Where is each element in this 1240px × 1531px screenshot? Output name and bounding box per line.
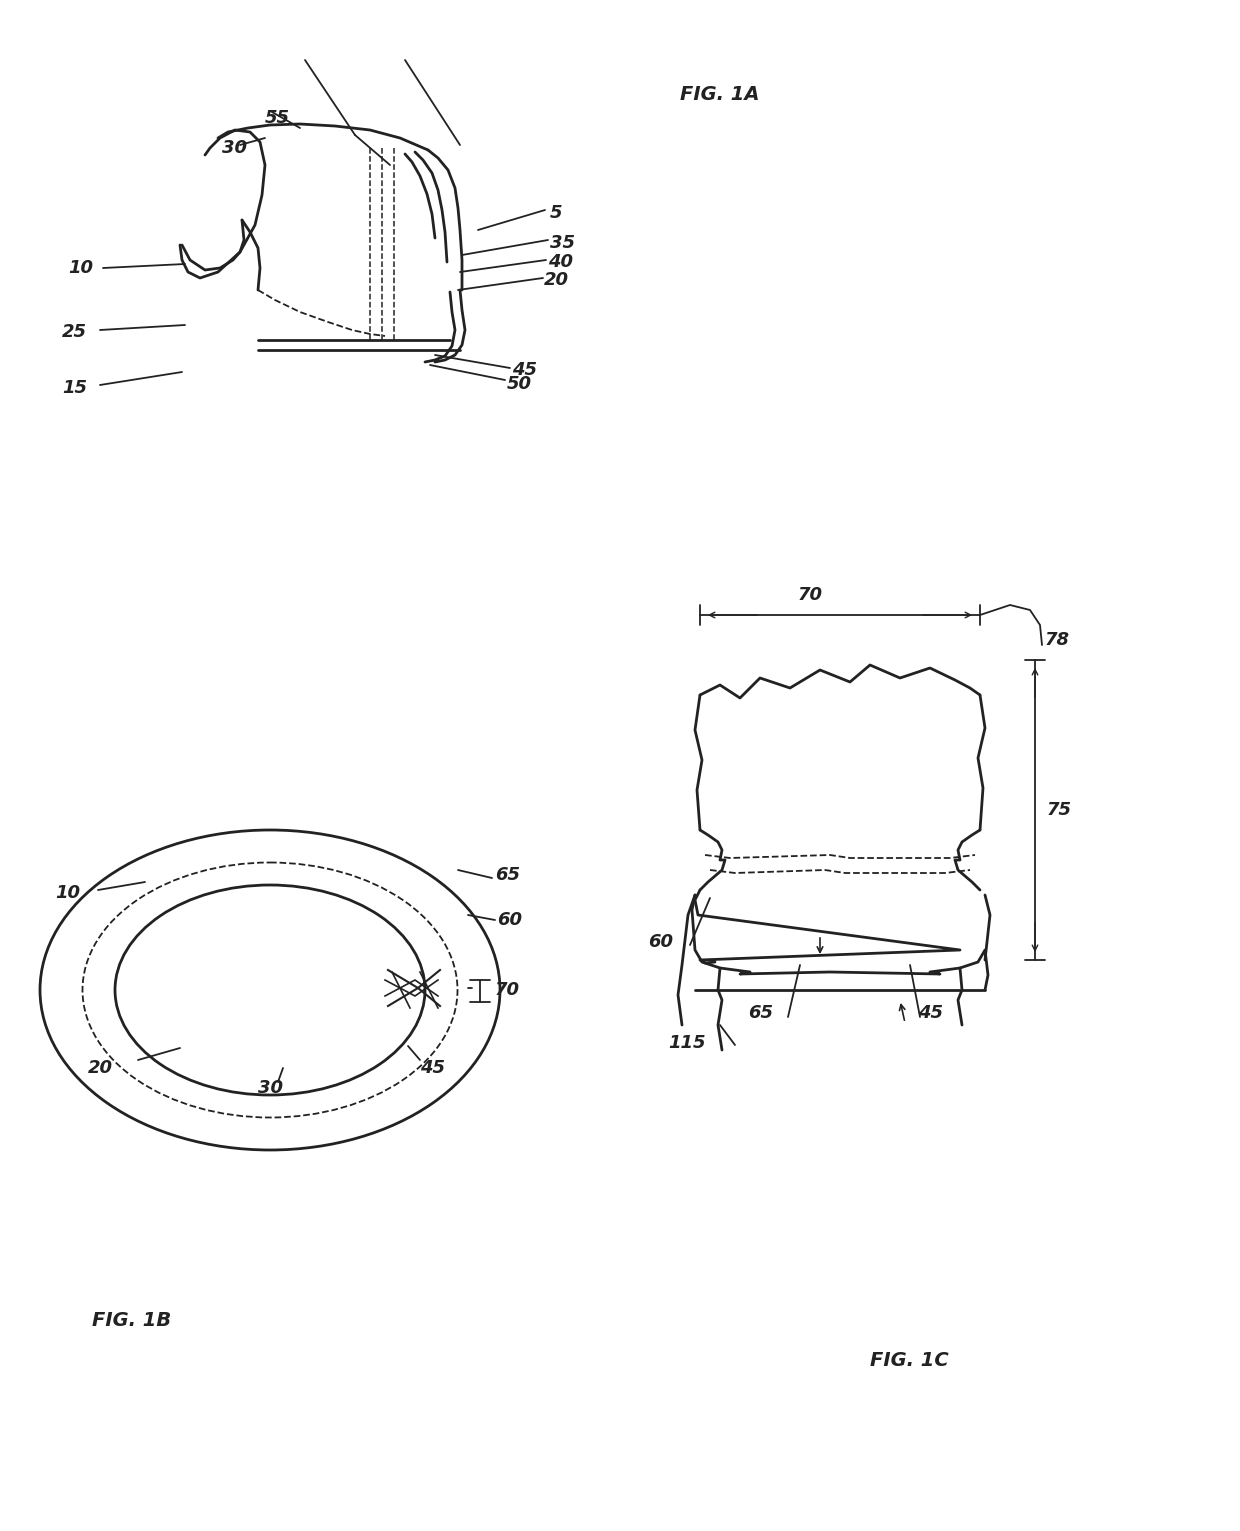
Text: 50: 50 [507,375,532,393]
Text: 25: 25 [62,323,87,341]
Text: 15: 15 [62,380,87,397]
Text: 45: 45 [918,1004,942,1023]
Text: 30: 30 [258,1079,283,1098]
Text: 35: 35 [551,234,575,253]
Text: 20: 20 [88,1059,113,1076]
Text: 65: 65 [495,867,520,883]
Text: 20: 20 [544,271,569,289]
Text: 10: 10 [55,883,81,902]
Text: 65: 65 [748,1004,773,1023]
Text: 55: 55 [265,109,290,127]
Text: 45: 45 [420,1059,445,1076]
Text: 5: 5 [551,204,563,222]
Text: 60: 60 [649,932,673,951]
Text: FIG. 1B: FIG. 1B [92,1311,171,1329]
Text: FIG. 1C: FIG. 1C [870,1350,949,1370]
Text: 45: 45 [512,361,537,380]
Text: 75: 75 [1047,801,1073,819]
Text: 115: 115 [668,1033,706,1052]
Text: 60: 60 [497,911,522,929]
Text: FIG. 1A: FIG. 1A [680,86,759,104]
Text: 78: 78 [1045,631,1070,649]
Text: 70: 70 [797,586,822,605]
Text: 40: 40 [548,253,573,271]
Text: 70: 70 [495,981,520,1000]
Text: 30: 30 [222,139,247,158]
Text: 10: 10 [68,259,93,277]
